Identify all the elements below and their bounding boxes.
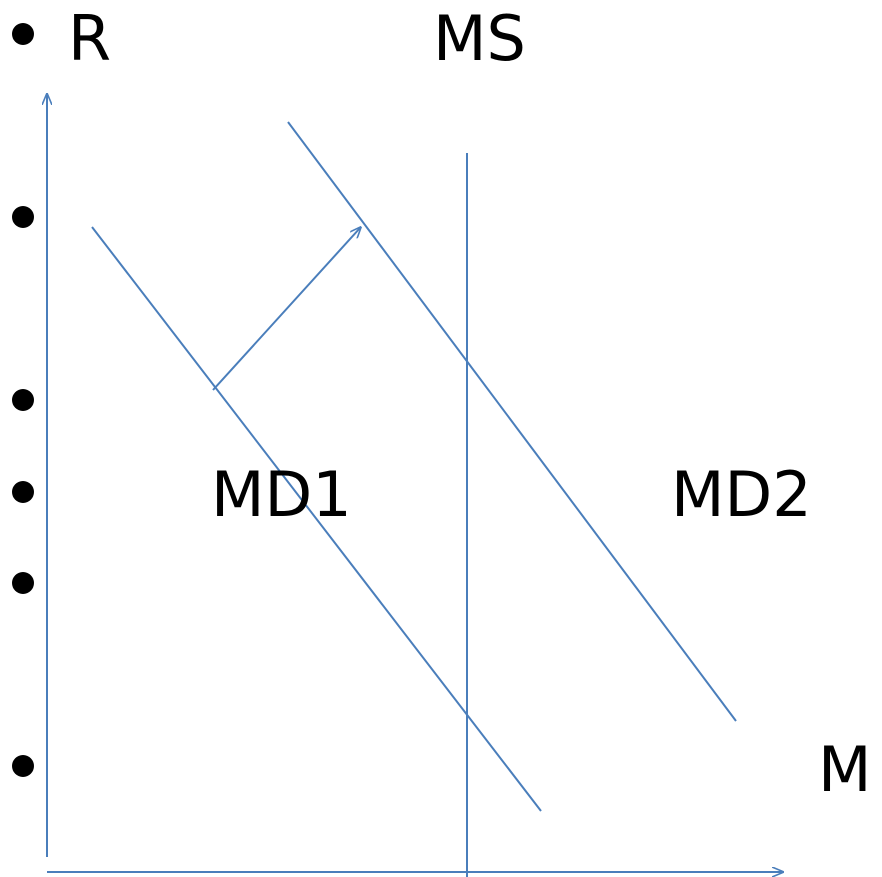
bullet-marker <box>12 206 34 228</box>
r-axis-label: R <box>68 2 112 75</box>
shift-arrow <box>212 228 360 391</box>
md2-line <box>287 121 737 722</box>
m-axis-label: M <box>818 733 872 806</box>
bullet-marker <box>12 481 34 503</box>
md1-line <box>91 226 542 812</box>
ms-label: MS <box>433 2 526 75</box>
bullet-marker <box>12 23 34 45</box>
md1-label: MD1 <box>211 458 352 531</box>
bullet-marker <box>12 572 34 594</box>
md2-label: MD2 <box>671 458 812 531</box>
bullet-marker <box>12 389 34 411</box>
bullet-marker <box>12 755 34 777</box>
